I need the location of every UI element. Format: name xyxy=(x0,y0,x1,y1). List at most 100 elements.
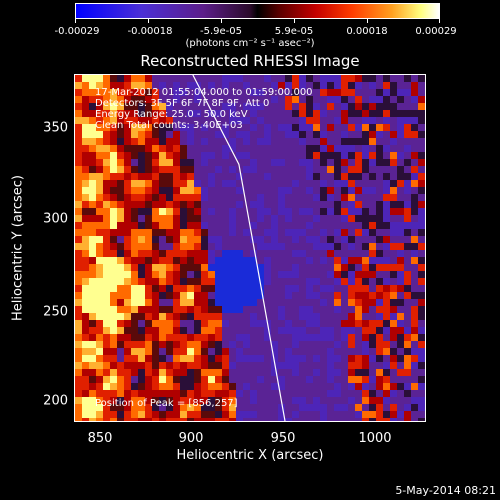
heatmap-cell xyxy=(215,89,222,96)
heatmap-cell xyxy=(201,159,208,166)
heatmap-cell xyxy=(369,208,376,215)
heatmap-cell xyxy=(159,278,166,285)
heatmap-cell xyxy=(152,110,159,117)
heatmap-cell xyxy=(299,180,306,187)
heatmap-cell xyxy=(271,299,278,306)
heatmap-cell xyxy=(145,334,152,341)
heatmap-cell xyxy=(404,285,411,292)
heatmap-cell xyxy=(397,299,404,306)
heatmap-cell xyxy=(201,103,208,110)
heatmap-cell xyxy=(229,306,236,313)
heatmap-cell xyxy=(103,82,110,89)
heatmap-cell xyxy=(131,278,138,285)
heatmap-cell xyxy=(180,390,187,397)
heatmap-cell xyxy=(110,306,117,313)
heatmap-cell xyxy=(397,362,404,369)
heatmap-cell xyxy=(222,159,229,166)
heatmap-cell xyxy=(166,152,173,159)
heatmap-cell xyxy=(285,271,292,278)
heatmap-cell xyxy=(285,166,292,173)
heatmap-cell xyxy=(166,257,173,264)
heatmap-cell xyxy=(173,299,180,306)
heatmap-cell xyxy=(278,229,285,236)
heatmap-cell xyxy=(110,173,117,180)
heatmap-cell xyxy=(138,180,145,187)
heatmap-cell xyxy=(103,313,110,320)
heatmap-cell xyxy=(257,96,264,103)
heatmap-cell xyxy=(278,243,285,250)
heatmap-cell xyxy=(138,306,145,313)
heatmap-cell xyxy=(418,397,425,404)
heatmap-cell xyxy=(348,397,355,404)
heatmap-cell xyxy=(299,103,306,110)
heatmap-cell xyxy=(313,215,320,222)
heatmap-cell xyxy=(257,215,264,222)
heatmap-cell xyxy=(103,390,110,397)
heatmap-cell xyxy=(152,376,159,383)
heatmap-cell xyxy=(327,348,334,355)
heatmap-cell xyxy=(285,376,292,383)
heatmap-cell xyxy=(236,208,243,215)
heatmap-cell xyxy=(159,208,166,215)
heatmap-cell xyxy=(383,292,390,299)
heatmap-cell xyxy=(383,348,390,355)
heatmap-cell xyxy=(327,222,334,229)
heatmap-cell xyxy=(369,320,376,327)
heatmap-cell xyxy=(138,292,145,299)
annotation-energy: Energy Range: 25.0 - 50.0 keV xyxy=(95,109,248,120)
heatmap-cell xyxy=(313,180,320,187)
heatmap-cell xyxy=(299,110,306,117)
heatmap-cell xyxy=(89,222,96,229)
heatmap-cell xyxy=(222,243,229,250)
heatmap-cell xyxy=(243,222,250,229)
heatmap-cell xyxy=(327,117,334,124)
heatmap-cell xyxy=(278,376,285,383)
heatmap-cell xyxy=(278,411,285,418)
heatmap-cell xyxy=(96,411,103,418)
heatmap-cell xyxy=(285,145,292,152)
heatmap-cell xyxy=(264,243,271,250)
heatmap-cell xyxy=(299,152,306,159)
heatmap-cell xyxy=(271,159,278,166)
heatmap-cell xyxy=(89,194,96,201)
heatmap-cell xyxy=(194,222,201,229)
heatmap-cell xyxy=(75,404,82,411)
heatmap-cell xyxy=(404,390,411,397)
heatmap-cell xyxy=(299,131,306,138)
heatmap-cell xyxy=(145,327,152,334)
heatmap-cell xyxy=(152,243,159,250)
heatmap-cell xyxy=(187,320,194,327)
heatmap-cell xyxy=(117,292,124,299)
heatmap-cell xyxy=(390,96,397,103)
heatmap-cell xyxy=(117,411,124,418)
heatmap-cell xyxy=(362,376,369,383)
heatmap-cell xyxy=(180,264,187,271)
heatmap-cell xyxy=(229,404,236,411)
heatmap-cell xyxy=(397,117,404,124)
heatmap-cell xyxy=(96,194,103,201)
heatmap-cell xyxy=(320,82,327,89)
heatmap-cell xyxy=(264,215,271,222)
heatmap-cell xyxy=(306,201,313,208)
rhessi-image xyxy=(75,75,425,421)
heatmap-cell xyxy=(222,110,229,117)
heatmap-cell xyxy=(348,159,355,166)
heatmap-cell xyxy=(404,145,411,152)
heatmap-cell xyxy=(187,285,194,292)
heatmap-cell xyxy=(131,138,138,145)
heatmap-cell xyxy=(82,82,89,89)
heatmap-cell xyxy=(131,299,138,306)
heatmap-cell xyxy=(131,264,138,271)
heatmap-cell xyxy=(75,278,82,285)
heatmap-cell xyxy=(334,292,341,299)
heatmap-cell xyxy=(257,117,264,124)
heatmap-cell xyxy=(173,103,180,110)
heatmap-cell xyxy=(327,208,334,215)
heatmap-cell xyxy=(138,271,145,278)
heatmap-cell xyxy=(229,152,236,159)
x-tick-label: 1000 xyxy=(358,431,392,446)
heatmap-cell xyxy=(229,278,236,285)
heatmap-cell xyxy=(222,201,229,208)
heatmap-cell xyxy=(75,285,82,292)
heatmap-cell xyxy=(341,264,348,271)
